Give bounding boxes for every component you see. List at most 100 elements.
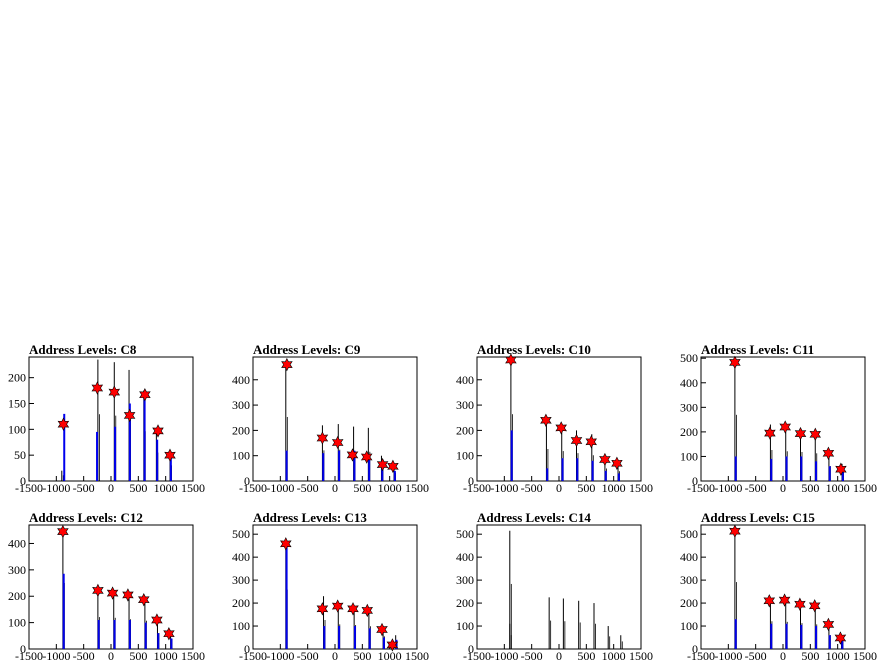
x-tick-label: -500 bbox=[521, 481, 543, 495]
peak-marker bbox=[151, 613, 163, 627]
peak-marker bbox=[122, 588, 134, 602]
y-tick-label: 400 bbox=[232, 373, 250, 387]
histogram-panel: Address Levels: C14 0 100 200 300 400 500 -1500… bbox=[456, 510, 653, 663]
x-tick-label: -1000 bbox=[42, 481, 70, 495]
x-tick-label: 1500 bbox=[629, 481, 653, 495]
peak-marker bbox=[763, 594, 776, 608]
peak-marker bbox=[822, 617, 835, 632]
y-tick-label: 200 bbox=[456, 596, 474, 610]
peak-marker bbox=[834, 631, 847, 645]
x-tick-label: 1000 bbox=[602, 481, 626, 495]
x-tick-label: 500 bbox=[353, 649, 371, 663]
y-tick-label: 100 bbox=[680, 619, 698, 633]
y-tick-label: 300 bbox=[232, 398, 250, 412]
histogram-panel: Address Levels: C8 0 50 100 150 200 -1500 -1000… bbox=[8, 342, 205, 495]
y-tick-label: 300 bbox=[456, 573, 474, 587]
y-tick-label: 400 bbox=[680, 376, 698, 390]
y-tick-label: 0 bbox=[20, 474, 26, 488]
peak-marker bbox=[164, 448, 176, 462]
peak-marker bbox=[387, 459, 399, 473]
x-tick-label: 500 bbox=[577, 649, 595, 663]
panel-title: Address Levels: C8 bbox=[29, 342, 137, 357]
x-tick-label: 500 bbox=[129, 481, 147, 495]
y-tick-label: 200 bbox=[8, 589, 26, 603]
y-tick-label: 0 bbox=[20, 642, 26, 656]
peak-marker bbox=[794, 597, 806, 611]
x-tick-label: 500 bbox=[353, 481, 371, 495]
peak-marker bbox=[779, 420, 791, 434]
peak-marker bbox=[386, 638, 399, 652]
x-tick-label: 500 bbox=[129, 649, 147, 663]
plot-frame bbox=[700, 524, 866, 650]
x-tick-label: -1500 bbox=[15, 481, 43, 495]
plot-frame bbox=[476, 524, 642, 650]
x-tick-label: -500 bbox=[297, 481, 319, 495]
y-tick-label: 100 bbox=[456, 619, 474, 633]
peak-marker bbox=[361, 603, 373, 618]
histogram-panel: Address Levels: C11 0 100 200 300 400 500 -1500… bbox=[680, 342, 877, 495]
peak-marker bbox=[138, 593, 150, 607]
y-tick-label: 100 bbox=[8, 616, 26, 630]
peak-marker bbox=[505, 353, 517, 367]
panel-title: Address Levels: C12 bbox=[29, 510, 143, 525]
x-tick-label: 1000 bbox=[826, 649, 850, 663]
y-tick-label: 0 bbox=[244, 642, 250, 656]
x-tick-label: 0 bbox=[332, 481, 338, 495]
x-tick-label: -500 bbox=[745, 649, 767, 663]
x-tick-label: 0 bbox=[780, 481, 786, 495]
peak-marker bbox=[729, 524, 741, 538]
x-tick-label: -500 bbox=[521, 649, 543, 663]
y-tick-label: 150 bbox=[8, 397, 26, 411]
plot-frame bbox=[252, 524, 418, 650]
x-tick-label: 1500 bbox=[181, 649, 205, 663]
peak-marker bbox=[139, 388, 151, 402]
y-tick-label: 500 bbox=[680, 527, 698, 541]
y-tick-label: 500 bbox=[680, 351, 698, 365]
plot-frame bbox=[700, 356, 866, 482]
panel-title: Address Levels: C11 bbox=[701, 342, 814, 357]
peak-marker bbox=[108, 385, 121, 399]
x-tick-label: -500 bbox=[297, 649, 319, 663]
peak-marker bbox=[376, 622, 388, 637]
x-tick-label: -1000 bbox=[266, 481, 294, 495]
y-tick-label: 300 bbox=[680, 400, 698, 414]
peak-marker bbox=[331, 599, 344, 613]
y-tick-label: 100 bbox=[680, 449, 698, 463]
y-tick-label: 0 bbox=[692, 474, 698, 488]
panel-title: Address Levels: C10 bbox=[477, 342, 591, 357]
peak-marker bbox=[331, 435, 344, 450]
x-tick-label: 1000 bbox=[154, 481, 178, 495]
peak-marker bbox=[106, 586, 119, 600]
x-tick-label: 1500 bbox=[629, 649, 653, 663]
peak-marker bbox=[376, 457, 389, 472]
x-tick-label: 500 bbox=[801, 481, 819, 495]
histogram-panel: Address Levels: C10 0 100 200 300 400 -1500 -10… bbox=[456, 342, 653, 495]
x-tick-label: 1000 bbox=[378, 649, 402, 663]
peak-marker bbox=[794, 426, 807, 441]
y-tick-label: 100 bbox=[8, 422, 26, 436]
y-tick-label: 400 bbox=[680, 550, 698, 564]
y-tick-label: 500 bbox=[456, 527, 474, 541]
peak-marker bbox=[123, 408, 136, 423]
x-tick-label: 0 bbox=[108, 481, 114, 495]
peak-marker bbox=[163, 627, 175, 641]
x-tick-label: -1500 bbox=[15, 649, 43, 663]
x-tick-label: 1500 bbox=[405, 649, 429, 663]
y-tick-label: 200 bbox=[680, 425, 698, 439]
y-tick-label: 300 bbox=[680, 573, 698, 587]
peak-marker bbox=[809, 427, 821, 441]
x-tick-label: -1500 bbox=[463, 649, 491, 663]
y-tick-label: 0 bbox=[468, 474, 474, 488]
histogram-panel: Address Levels: C12 0 100 200 300 400 -1500 -10… bbox=[8, 510, 205, 663]
y-tick-label: 300 bbox=[8, 563, 26, 577]
x-tick-label: -1000 bbox=[714, 481, 742, 495]
x-tick-label: -1500 bbox=[687, 481, 715, 495]
x-tick-label: -1500 bbox=[239, 481, 267, 495]
x-tick-label: -1000 bbox=[490, 649, 518, 663]
x-tick-label: 0 bbox=[332, 649, 338, 663]
peak-marker bbox=[570, 433, 583, 448]
y-tick-label: 0 bbox=[244, 474, 250, 488]
y-tick-label: 200 bbox=[680, 596, 698, 610]
peak-marker bbox=[599, 452, 611, 467]
